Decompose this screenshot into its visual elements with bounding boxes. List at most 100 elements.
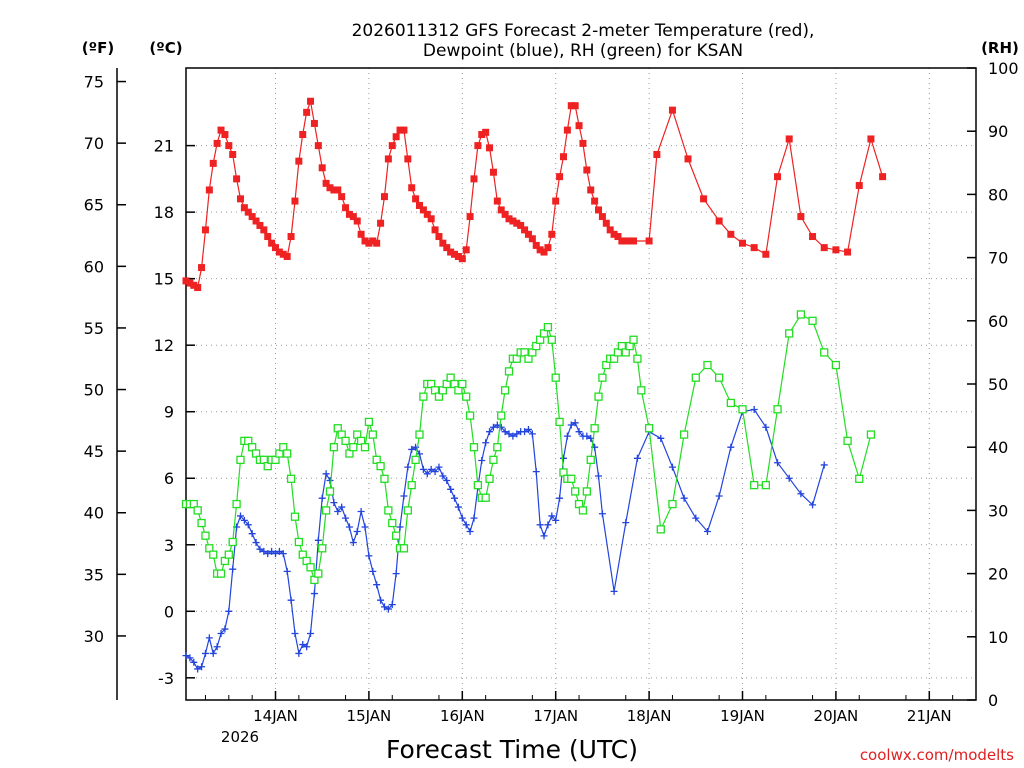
temperature-point <box>879 173 887 181</box>
dewpoint-point <box>221 625 229 633</box>
temperature-point <box>618 237 626 245</box>
dewpoint-point <box>458 514 466 522</box>
temperature-point <box>552 197 560 205</box>
temperature-point <box>295 157 303 165</box>
dewpoint-point <box>182 652 190 660</box>
temperature-point <box>524 230 532 238</box>
dewpoint-point <box>272 550 280 558</box>
dewpoint-point <box>532 468 540 476</box>
rh-point <box>493 443 502 452</box>
dewpoint-point <box>470 514 478 522</box>
temperature-point <box>225 142 233 150</box>
temperature-point <box>423 210 431 218</box>
rh-series <box>181 310 876 585</box>
dewpoint-point <box>229 565 237 573</box>
temperature-point <box>630 237 638 245</box>
rh-point <box>679 430 689 439</box>
temperature-point <box>365 239 373 247</box>
celsius-tick-label: 18 <box>154 203 174 222</box>
dewpoint-point <box>357 508 365 516</box>
rh-point <box>785 329 794 338</box>
temperature-point <box>209 159 217 167</box>
temperature-point <box>626 237 634 245</box>
dewpoint-point <box>556 494 564 502</box>
dewpoint-point <box>400 492 408 500</box>
rh-point <box>349 443 358 452</box>
temperature-point <box>400 126 408 134</box>
dewpoint-point <box>680 494 688 502</box>
rh-point <box>318 544 327 553</box>
rh-point <box>232 499 241 509</box>
temperature-point <box>373 239 381 247</box>
temperature-point <box>431 226 439 234</box>
rh-point <box>489 455 498 464</box>
temperature-point <box>369 237 377 245</box>
dewpoint-point <box>326 476 334 484</box>
rh-point <box>750 480 759 490</box>
dewpoint-point <box>486 428 494 436</box>
rh-point <box>236 455 245 464</box>
rh-point <box>314 569 323 578</box>
temperature-point <box>384 155 392 163</box>
temperature-point <box>201 226 209 234</box>
rh-point <box>637 386 646 395</box>
dewpoint-point <box>338 503 346 511</box>
temperature-point <box>439 239 447 247</box>
temperature-point <box>645 237 653 245</box>
temperature-point <box>602 219 610 227</box>
dewpoint-point <box>283 567 291 575</box>
dewpoint-point <box>205 634 213 642</box>
temperature-point <box>310 119 318 127</box>
rh-tick-label: 40 <box>988 438 1008 457</box>
temperature-point <box>750 244 758 252</box>
temperature-point <box>182 277 190 285</box>
temperature-point <box>264 233 272 241</box>
temperature-point <box>408 184 416 192</box>
temperature-point <box>272 244 280 252</box>
rh-point <box>286 474 296 483</box>
dewpoint-point <box>489 423 497 431</box>
dewpoint-point <box>785 474 793 482</box>
temperature-point <box>774 173 782 181</box>
dewpoint-point <box>610 587 618 595</box>
temperature-point <box>287 233 295 241</box>
temperature-point <box>443 244 451 252</box>
fahrenheit-tick-label: 65 <box>84 196 104 215</box>
rh-point <box>388 518 397 528</box>
rh-point <box>384 506 393 515</box>
temperature-point <box>318 164 326 172</box>
rh-point <box>197 518 206 528</box>
celsius-tick-label: 3 <box>164 536 174 555</box>
dewpoint-point <box>334 508 342 516</box>
temperature-point <box>275 248 283 256</box>
rh-point <box>551 373 560 382</box>
dewpoint-point <box>692 514 700 522</box>
temperature-point <box>307 97 315 105</box>
time-tick-label: 20JAN <box>814 707 859 725</box>
dewpoint-point <box>559 454 567 462</box>
temperature-point <box>544 244 552 252</box>
dewpoint-point <box>295 649 303 657</box>
temperature-point <box>610 230 618 238</box>
rh-point <box>497 411 506 420</box>
dewpoint-point <box>439 472 447 480</box>
rh-point <box>629 335 638 344</box>
dewpoint-point <box>404 463 412 471</box>
time-tick-label: 21JAN <box>907 707 952 725</box>
temperature-point <box>540 248 548 256</box>
rh-point <box>228 537 237 547</box>
rh-point <box>469 443 479 452</box>
rh-point <box>224 550 233 559</box>
temperature-point <box>727 230 735 238</box>
celsius-tick-label: 9 <box>164 403 174 422</box>
rh-point <box>364 417 374 427</box>
temperature-point <box>556 173 564 181</box>
rh-point <box>555 417 564 427</box>
temperature-point <box>567 102 575 110</box>
temperature-point <box>330 186 338 194</box>
rh-point <box>360 443 370 452</box>
time-tick-label: 18JAN <box>627 707 672 725</box>
temperature-point <box>388 142 396 150</box>
temperature-point <box>451 250 459 258</box>
series-layer <box>181 97 887 673</box>
